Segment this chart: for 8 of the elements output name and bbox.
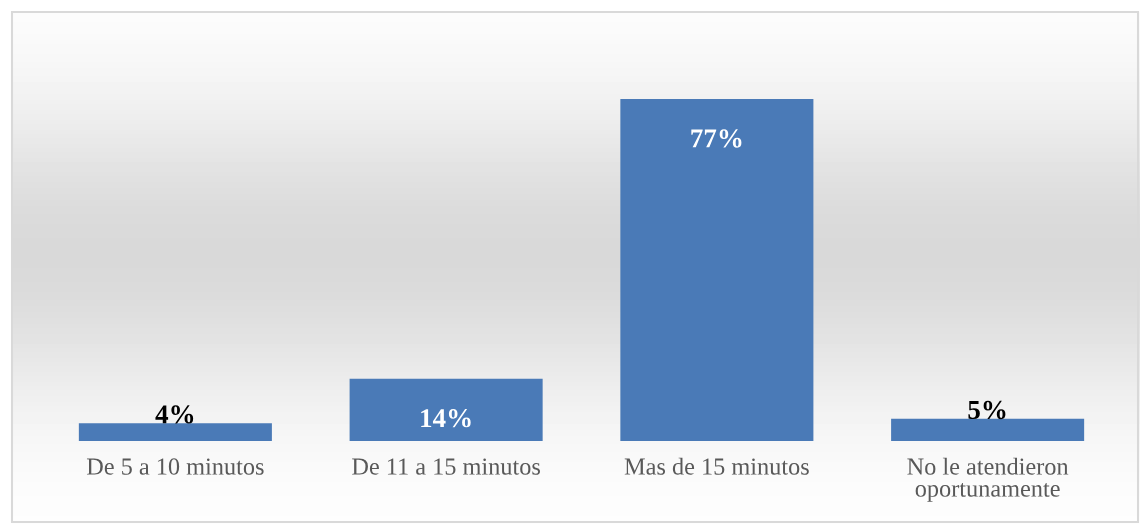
x-tick-label: Mas de 15 minutos: [624, 457, 809, 475]
data-label: 14%: [421, 409, 471, 428]
x-tick-label: No le atendieron oportunamente: [907, 457, 1069, 502]
data-label: 5%: [968, 400, 1006, 420]
x-tick-label: De 5 a 10 minutos: [86, 458, 264, 475]
data-label: 4%: [155, 405, 194, 424]
data-label: 77%: [691, 129, 742, 148]
x-tick-label: De 11 a 15 minutos: [352, 458, 540, 475]
